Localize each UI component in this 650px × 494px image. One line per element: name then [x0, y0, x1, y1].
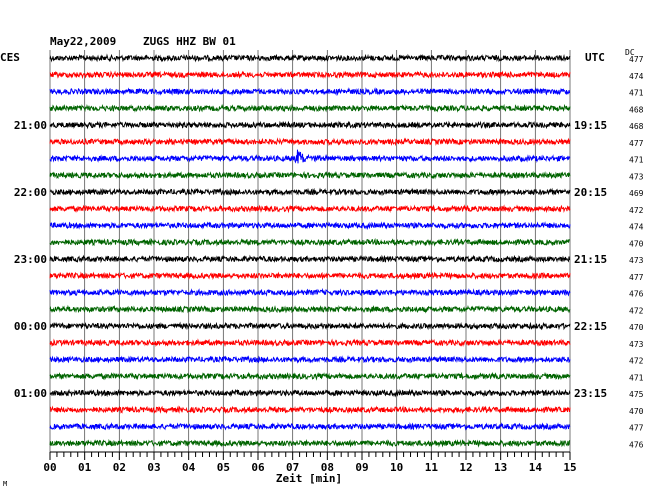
seismic-trace	[49, 137, 571, 147]
seismic-trace	[49, 221, 571, 231]
seismic-trace	[49, 371, 571, 381]
dc-value: 472	[629, 306, 644, 315]
x-tick-label: 15	[563, 461, 576, 474]
seismic-trace	[49, 87, 570, 96]
seismic-trace	[49, 304, 571, 314]
seismic-trace	[49, 405, 571, 415]
dc-value: 469	[629, 189, 644, 198]
dc-label: DC	[625, 48, 635, 57]
dc-value: 474	[629, 223, 644, 232]
seismic-trace	[49, 170, 571, 180]
seismic-trace	[49, 438, 571, 448]
dc-value: 472	[629, 357, 644, 366]
right-axis-label: UTC	[585, 51, 605, 64]
dc-value: 470	[629, 323, 644, 332]
dc-value: 475	[629, 390, 644, 399]
seismic-trace	[49, 354, 571, 364]
seismic-trace	[49, 187, 571, 197]
seismic-trace	[49, 338, 571, 348]
dc-value: 473	[629, 256, 644, 265]
dc-value: 476	[629, 290, 644, 299]
dc-value: 471	[629, 89, 644, 98]
dc-value: 477	[629, 139, 644, 148]
left-hour-label: 23:00	[14, 253, 47, 266]
seismic-trace	[49, 120, 571, 130]
x-tick-label: 03	[147, 461, 160, 474]
left-hour-label: 00:00	[14, 320, 47, 333]
label-group: 21:00 22:00 23:00 00:00 01:00 19:15 20:15 21:15…	[14, 55, 644, 449]
x-tick-label: 08	[321, 461, 334, 474]
seismic-trace	[49, 70, 571, 80]
x-tick-label: 11	[425, 461, 439, 474]
right-time-label: 21:15	[574, 253, 607, 266]
header-station: ZUGS HHZ BW 01	[143, 35, 236, 48]
seismic-trace	[49, 321, 571, 331]
dc-value: 470	[629, 239, 644, 248]
minute-grid	[49, 50, 571, 452]
dc-value: 471	[629, 373, 644, 382]
header-date: May22,2009	[50, 35, 116, 48]
seismic-trace	[49, 287, 571, 297]
seismic-trace	[49, 271, 571, 281]
dc-value: 477	[629, 273, 644, 282]
x-tick-label: 00	[43, 461, 56, 474]
left-axis-label: CES	[0, 51, 20, 64]
x-tick-label: 04	[182, 461, 196, 474]
x-tick-label: 06	[251, 461, 265, 474]
seismic-trace	[49, 388, 571, 398]
x-tick-label: 07	[286, 461, 299, 474]
right-time-label: 19:15	[574, 119, 607, 132]
x-tick-label: 12	[459, 461, 472, 474]
seismic-trace	[49, 204, 571, 214]
dc-value: 473	[629, 172, 644, 181]
dc-value: 468	[629, 105, 644, 114]
seismic-trace	[49, 237, 571, 247]
x-tick-label: 10	[390, 461, 403, 474]
seismic-trace	[49, 422, 571, 431]
dc-value: 476	[629, 440, 644, 449]
x-axis-title: Zeit [min]	[276, 472, 342, 485]
seismic-trace	[49, 103, 571, 113]
x-tick-label: 02	[113, 461, 126, 474]
dc-value: 472	[629, 206, 644, 215]
x-tick-label: 01	[78, 461, 92, 474]
right-time-label: 22:15	[574, 320, 607, 333]
x-tick-label: 05	[217, 461, 230, 474]
trace-group	[49, 53, 571, 448]
dc-value: 477	[629, 424, 644, 433]
dc-value: 471	[629, 156, 644, 165]
dc-value: 470	[629, 407, 644, 416]
dc-value: 468	[629, 122, 644, 131]
dc-value: 477	[629, 55, 644, 64]
seismic-trace	[49, 149, 571, 164]
x-tick-label: 13	[494, 461, 507, 474]
x-tick-label: 09	[355, 461, 368, 474]
corner-mark: M	[3, 480, 7, 488]
left-hour-label: 01:00	[14, 387, 47, 400]
x-tick-label: 14	[529, 461, 543, 474]
left-hour-label: 21:00	[14, 119, 47, 132]
dc-value: 474	[629, 72, 644, 81]
dc-value: 473	[629, 340, 644, 349]
seismic-trace	[49, 53, 571, 63]
right-time-label: 20:15	[574, 186, 607, 199]
left-hour-label: 22:00	[14, 186, 47, 199]
x-axis: 00 01 02 03 04 05 06 07 08 09 10 11 12 13 14 15	[43, 451, 577, 474]
seismic-trace	[49, 254, 571, 264]
right-time-label: 23:15	[574, 387, 607, 400]
